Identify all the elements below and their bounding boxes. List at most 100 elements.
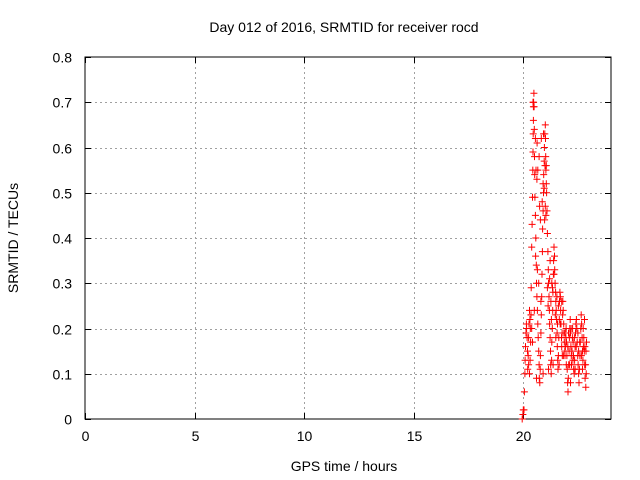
data-point xyxy=(533,374,540,382)
data-point xyxy=(541,216,549,224)
data-point xyxy=(581,316,588,323)
data-point xyxy=(541,202,549,210)
chart-title: Day 012 of 2016, SRMTID for receiver roc… xyxy=(209,19,478,35)
y-tick-label: 0.4 xyxy=(53,231,73,247)
data-point xyxy=(537,297,545,305)
data-point xyxy=(582,370,590,378)
data-point xyxy=(524,347,531,355)
data-point xyxy=(537,135,545,142)
data-point xyxy=(578,320,586,328)
data-point xyxy=(520,406,528,414)
data-point xyxy=(533,266,541,274)
data-point xyxy=(579,325,587,332)
data-point xyxy=(529,130,537,138)
data-point xyxy=(530,125,538,133)
data-point xyxy=(526,356,534,364)
data-point xyxy=(520,388,528,396)
data-point xyxy=(535,153,543,161)
data-point xyxy=(550,243,558,251)
data-point xyxy=(550,270,558,278)
data-point xyxy=(524,365,532,373)
y-tick-label: 0.8 xyxy=(53,50,73,66)
data-point xyxy=(552,334,560,342)
data-point xyxy=(582,383,590,391)
data-point xyxy=(549,361,557,369)
data-point xyxy=(539,180,547,188)
data-point xyxy=(539,370,547,378)
data-point xyxy=(574,361,582,369)
y-tick-label: 0 xyxy=(64,412,72,428)
data-point xyxy=(559,311,567,319)
data-point xyxy=(525,320,533,328)
data-point xyxy=(522,343,529,351)
data-point xyxy=(545,293,553,301)
y-tick-label: 0.3 xyxy=(53,276,73,292)
data-point xyxy=(548,279,556,287)
y-tick-label: 0.7 xyxy=(53,95,73,111)
y-tick-label: 0.1 xyxy=(53,367,73,383)
data-point xyxy=(554,356,562,364)
data-point xyxy=(548,356,556,364)
x-tick-label: 5 xyxy=(192,428,200,444)
data-point xyxy=(526,370,533,378)
data-point xyxy=(562,361,570,369)
data-point xyxy=(548,338,556,346)
data-point xyxy=(544,266,552,274)
data-point xyxy=(535,361,543,369)
data-point xyxy=(576,338,584,346)
data-point xyxy=(555,361,563,369)
y-axis-label: SRMTID / TECUs xyxy=(5,183,21,293)
data-point xyxy=(563,338,570,346)
data-point xyxy=(525,334,533,342)
data-point xyxy=(527,311,535,319)
x-tick-label: 0 xyxy=(82,428,90,444)
grid-lines xyxy=(85,57,611,419)
x-tick-label: 20 xyxy=(516,428,532,444)
y-tick-label: 0.2 xyxy=(53,322,73,338)
y-tick-label: 0.5 xyxy=(53,186,73,202)
data-point xyxy=(554,302,562,310)
data-point xyxy=(544,302,552,310)
data-point xyxy=(554,320,561,328)
data-point xyxy=(531,193,539,201)
data-point xyxy=(518,415,526,423)
data-point xyxy=(534,334,542,342)
data-point xyxy=(549,284,556,292)
data-point xyxy=(532,261,540,269)
data-point xyxy=(572,316,580,323)
data-point xyxy=(564,343,572,351)
data-point xyxy=(530,306,538,314)
data-point xyxy=(558,352,566,360)
data-point xyxy=(534,320,542,328)
data-point xyxy=(528,325,536,332)
data-point xyxy=(563,365,571,373)
data-point xyxy=(528,243,536,251)
data-point xyxy=(579,356,587,364)
data-point xyxy=(564,374,572,382)
data-point xyxy=(538,198,546,206)
data-point xyxy=(553,293,561,301)
data-point xyxy=(541,162,549,170)
data-point xyxy=(531,135,539,142)
data-point xyxy=(527,284,535,292)
data-point xyxy=(580,334,588,342)
data-point xyxy=(540,184,548,192)
data-point xyxy=(582,347,590,355)
data-point xyxy=(567,379,574,387)
data-point xyxy=(535,279,543,287)
data-point xyxy=(536,379,544,387)
data-point xyxy=(575,370,583,378)
data-point xyxy=(572,343,580,351)
data-point xyxy=(531,171,539,179)
data-point xyxy=(546,275,554,283)
x-tick-label: 10 xyxy=(297,428,313,444)
data-point xyxy=(536,352,544,360)
data-point xyxy=(540,171,548,179)
data-point xyxy=(540,144,548,151)
data-point xyxy=(541,121,549,129)
x-tick-label: 15 xyxy=(407,428,423,444)
data-point xyxy=(559,306,567,314)
data-point xyxy=(535,347,543,355)
data-point xyxy=(581,343,589,351)
